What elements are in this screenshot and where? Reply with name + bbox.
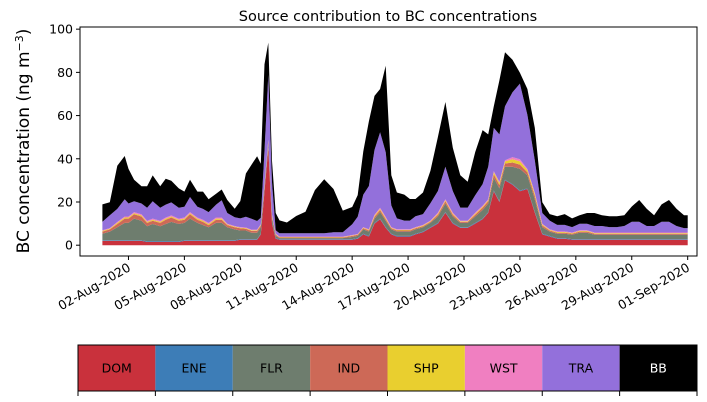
y-axis-label: BC concentration (ng m−3) — [13, 29, 35, 254]
legend-label-dom: DOM — [102, 361, 132, 376]
legend-label-bb: BB — [650, 361, 667, 376]
y-tick-label: 60 — [57, 108, 73, 123]
legend-label-ene: ENE — [181, 361, 206, 376]
legend-swatch-shp — [387, 345, 465, 391]
legend-label-wst: WST — [490, 361, 518, 376]
legend-swatch-dom — [78, 345, 156, 391]
legend-colorbar: DOM ENE FLR IND SHP WST TRA BB — [77, 344, 698, 396]
y-tick-label: 20 — [57, 194, 73, 209]
legend-swatch-wst — [464, 345, 543, 391]
x-axis: 02-Aug-202005-Aug-202008-Aug-202011-Aug-… — [55, 256, 692, 313]
legend-label-tra: TRA — [568, 361, 594, 376]
plot-frame — [79, 26, 698, 257]
legend-swatch-ind — [310, 345, 388, 391]
y-axis-label-close: ) — [14, 29, 34, 36]
y-axis-label-exponent: −3 — [13, 35, 26, 51]
legend-label-ind: IND — [337, 361, 360, 376]
series-area-flr — [102, 144, 688, 242]
y-tick-label: 80 — [57, 65, 73, 80]
y-tick-label: 40 — [57, 151, 73, 166]
legend-swatch-bb — [619, 345, 697, 391]
y-tick-label: 0 — [65, 238, 73, 253]
y-axis: 0 20 40 60 80 100 — [49, 22, 80, 253]
chart-title: Source contribution to BC concentrations — [239, 9, 537, 25]
legend-label-flr: FLR — [260, 361, 283, 376]
legend-swatch-tra — [542, 345, 620, 391]
legend-swatch-ene — [155, 345, 233, 391]
y-tick-label: 100 — [49, 22, 73, 37]
legend-swatch-flr — [232, 345, 311, 391]
legend-label-shp: SHP — [414, 361, 439, 376]
series-area-bb — [102, 42, 688, 234]
y-axis-label-main: BC concentration (ng m — [14, 51, 34, 253]
stacked-areas — [102, 42, 688, 246]
